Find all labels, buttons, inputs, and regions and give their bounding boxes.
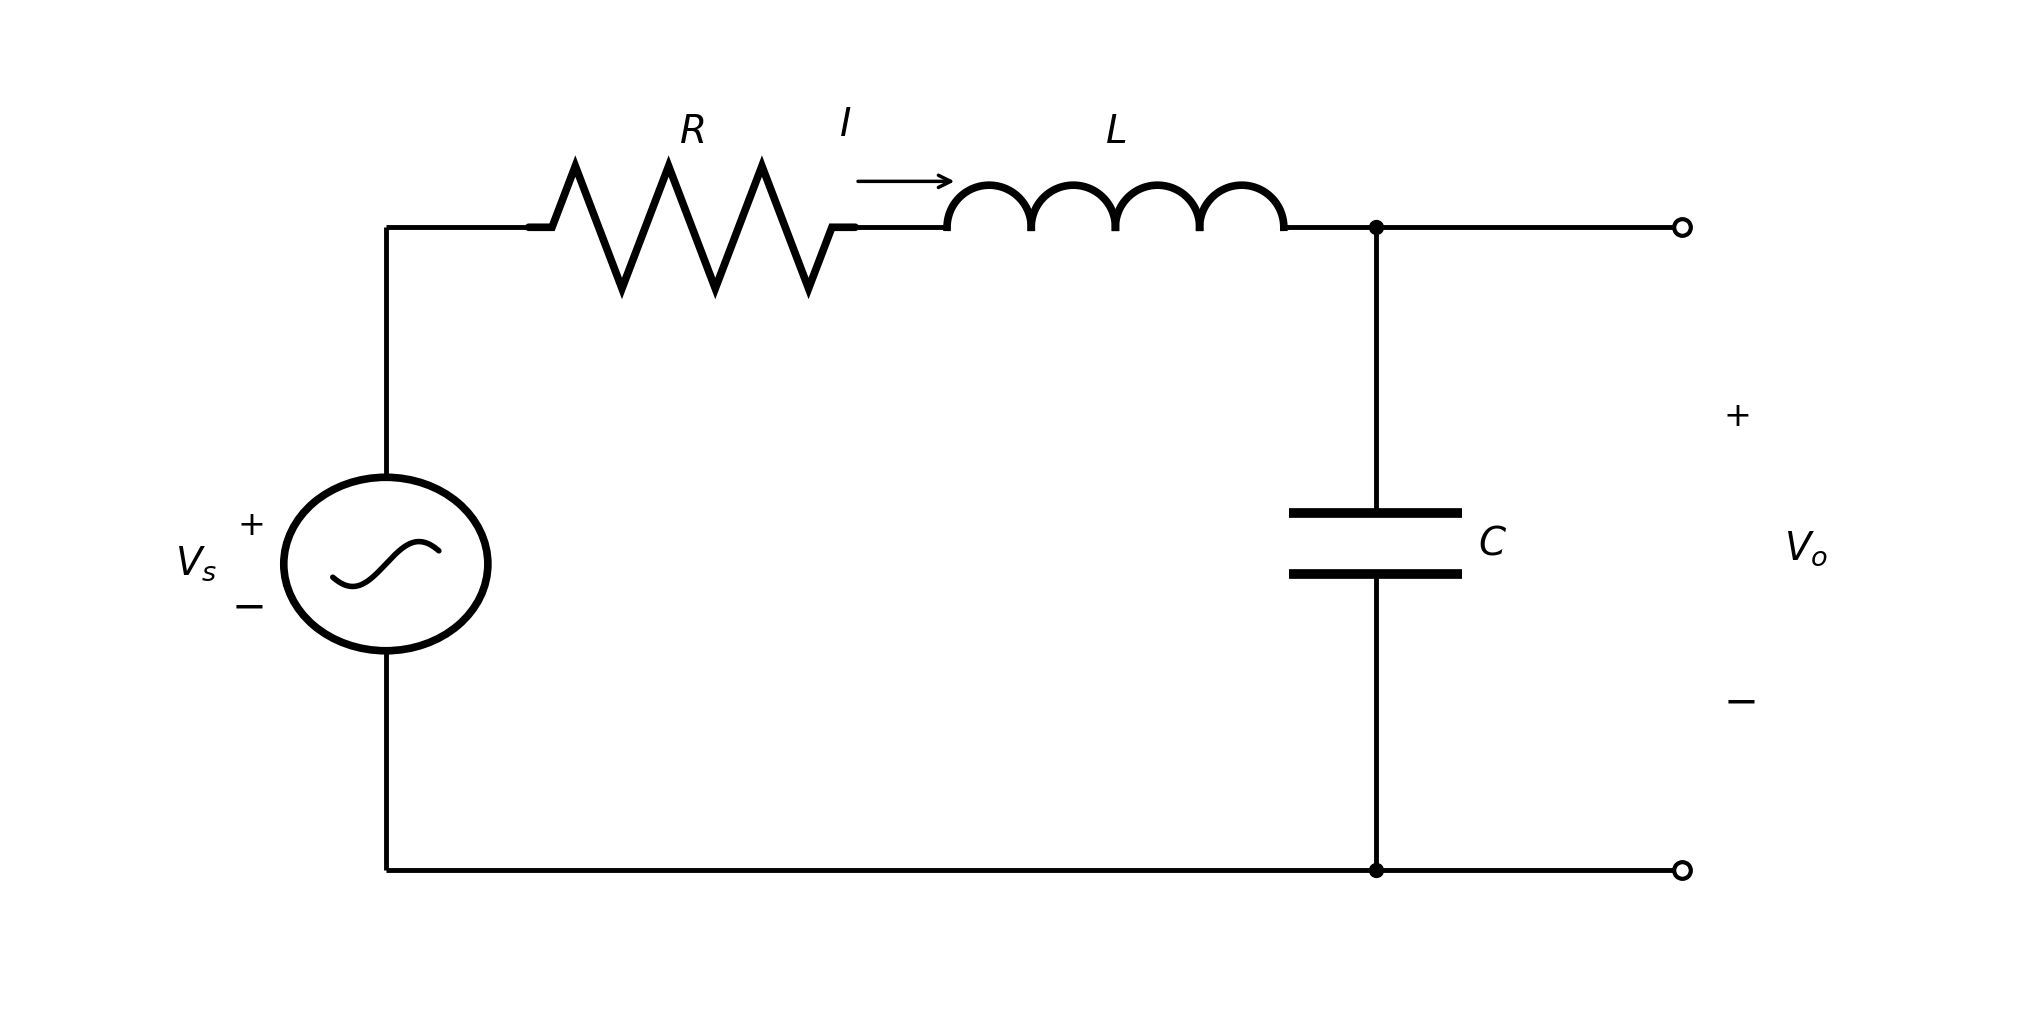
Text: $C$: $C$: [1477, 525, 1507, 562]
Text: $R$: $R$: [678, 114, 705, 151]
Text: $+$: $+$: [1723, 399, 1750, 433]
Text: $L$: $L$: [1104, 114, 1126, 151]
Text: $-$: $-$: [1723, 681, 1756, 722]
Text: $V_o$: $V_o$: [1784, 529, 1827, 568]
Text: $+$: $+$: [236, 509, 263, 542]
Text: $V_s$: $V_s$: [175, 545, 218, 584]
Text: $-$: $-$: [230, 586, 263, 628]
Text: $I$: $I$: [839, 107, 851, 144]
